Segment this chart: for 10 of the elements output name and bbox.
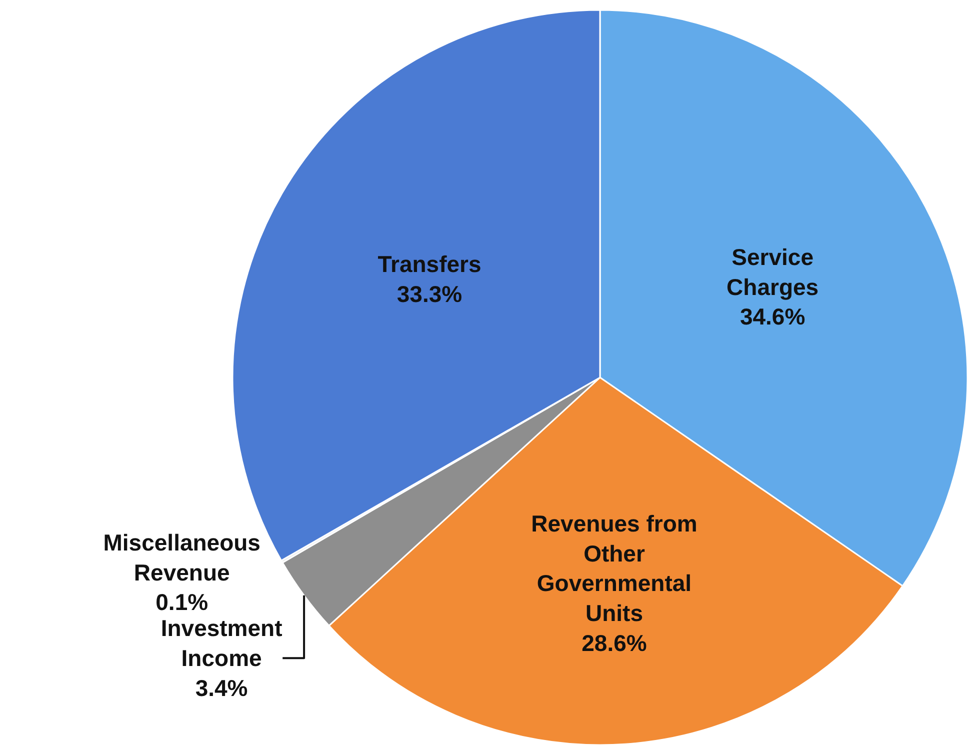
slice-label: Revenues from Other Governmental Units xyxy=(531,510,698,626)
data-label: 3.4% xyxy=(195,675,248,702)
data-label: 0.1% xyxy=(156,589,208,616)
slice-label: Transfers xyxy=(378,250,482,277)
data-label: 33.3% xyxy=(396,280,462,307)
data-label: 34.6% xyxy=(740,304,806,330)
slice-label: Miscellaneous Revenue xyxy=(103,529,260,586)
data-label: 28.6% xyxy=(582,630,647,656)
slice-label: Service Charges xyxy=(726,244,819,300)
slice-label: Investment Income xyxy=(160,615,283,672)
